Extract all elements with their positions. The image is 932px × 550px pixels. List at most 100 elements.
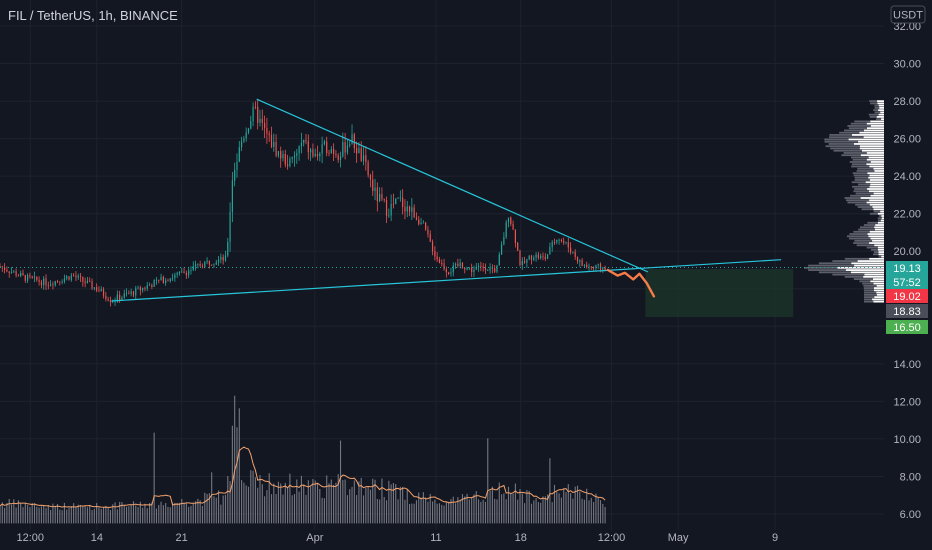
price-badge: [886, 304, 928, 318]
candle-body: [567, 242, 569, 248]
profile-bar-dark: [858, 228, 875, 231]
profile-bar-dark: [874, 107, 880, 109]
profile-bar-light: [873, 208, 884, 211]
candle-body: [59, 281, 61, 283]
profile-bar-dark: [863, 289, 874, 292]
price-badge: [886, 320, 928, 334]
candle-body: [6, 269, 8, 272]
profile-bar-light: [877, 100, 884, 103]
candle-body: [503, 236, 505, 245]
volume-bar: [505, 499, 507, 524]
candlestick-series[interactable]: [0, 100, 606, 307]
volume-bar: [98, 507, 100, 524]
volume-bar: [277, 481, 279, 524]
volume-bar: [63, 502, 65, 524]
y-tick-label: 24.00: [893, 171, 921, 183]
profile-bar-light: [877, 246, 884, 249]
profile-bar-dark: [847, 201, 867, 204]
candle-body: [27, 274, 29, 281]
candle-body: [47, 285, 49, 287]
volume-bar: [528, 490, 530, 524]
candle-body: [556, 239, 558, 243]
volume-bar: [197, 498, 199, 524]
volume-bar: [369, 489, 371, 524]
profile-bar-dark: [854, 176, 869, 179]
candle-body: [356, 148, 358, 154]
candle-body: [254, 106, 256, 108]
candle-body: [293, 155, 296, 158]
x-axis[interactable]: 12:00 14 21 Apr 11 18 12:00 May 9: [17, 532, 779, 544]
volume-bar: [139, 501, 141, 524]
candle-body: [542, 255, 544, 257]
candle-body: [139, 287, 141, 291]
candle-body: [390, 203, 392, 216]
profile-bar-dark: [854, 188, 868, 190]
volume-bar: [266, 490, 268, 524]
candle-body: [376, 187, 378, 202]
candle-body: [563, 240, 565, 243]
candle-body: [369, 175, 372, 180]
candle-body: [169, 278, 171, 282]
volume-bar: [549, 458, 551, 524]
volume-bar: [289, 473, 291, 524]
trendlines-group[interactable]: [0, 98, 884, 302]
candle-body: [468, 267, 470, 269]
volume-bar: [204, 492, 206, 524]
volume-bar: [411, 503, 413, 524]
profile-bar-dark: [818, 262, 852, 265]
candle-body: [560, 239, 563, 241]
price-badge-label: 19.13: [893, 263, 921, 275]
candle-body: [43, 278, 45, 286]
volume-bar: [418, 492, 420, 524]
price-badge: [886, 275, 928, 289]
volume-bar: [238, 408, 240, 524]
volume-bar: [422, 492, 424, 524]
volume-bar: [328, 483, 330, 524]
profile-bar-light: [881, 255, 884, 258]
profile-bar-light: [878, 251, 884, 253]
profile-bar-light: [879, 107, 884, 109]
candle-body: [137, 287, 139, 289]
candle-body: [284, 153, 286, 165]
candle-body: [206, 260, 208, 263]
volume-bar: [385, 500, 388, 524]
volume-bar: [507, 486, 510, 524]
volume-bar: [293, 494, 296, 524]
y-tick-label: 20.00: [893, 246, 921, 258]
profile-bar-dark: [859, 280, 871, 283]
profile-bar-light: [868, 235, 884, 238]
candle-body: [349, 144, 351, 146]
candle-body: [471, 267, 473, 272]
y-tick-label: 28.00: [893, 96, 921, 108]
volume-bar: [542, 496, 544, 524]
candle-body: [533, 257, 535, 260]
candle-body: [404, 206, 406, 212]
volume-bar: [452, 496, 454, 524]
profile-bar-light: [869, 230, 884, 233]
volume-bar: [503, 493, 505, 524]
volume-bar: [162, 505, 164, 524]
volume-bar: [524, 503, 526, 524]
volume-bar: [494, 498, 496, 524]
candle-body: [312, 149, 314, 157]
profile-bar-dark: [869, 100, 878, 103]
volume-bar: [125, 506, 128, 524]
candle-body: [220, 256, 222, 260]
volume-bar: [353, 480, 355, 524]
candle-body: [365, 155, 367, 163]
price-badges: 19.13 57:52 19.02 18.83 16.50: [886, 261, 928, 334]
candle-body: [487, 270, 489, 271]
y-tick-label: 26.00: [893, 134, 921, 146]
volume-bar: [144, 503, 146, 524]
volume-bar: [243, 482, 245, 524]
volume-bar: [498, 482, 500, 524]
candle-body: [160, 276, 162, 280]
volume-bar: [231, 425, 233, 524]
x-tick-label: May: [668, 532, 689, 544]
volume-bar: [10, 504, 13, 524]
candle-body: [484, 267, 487, 271]
candle-body: [549, 246, 551, 255]
candle-body: [15, 271, 17, 276]
profile-bar-light: [859, 147, 884, 150]
